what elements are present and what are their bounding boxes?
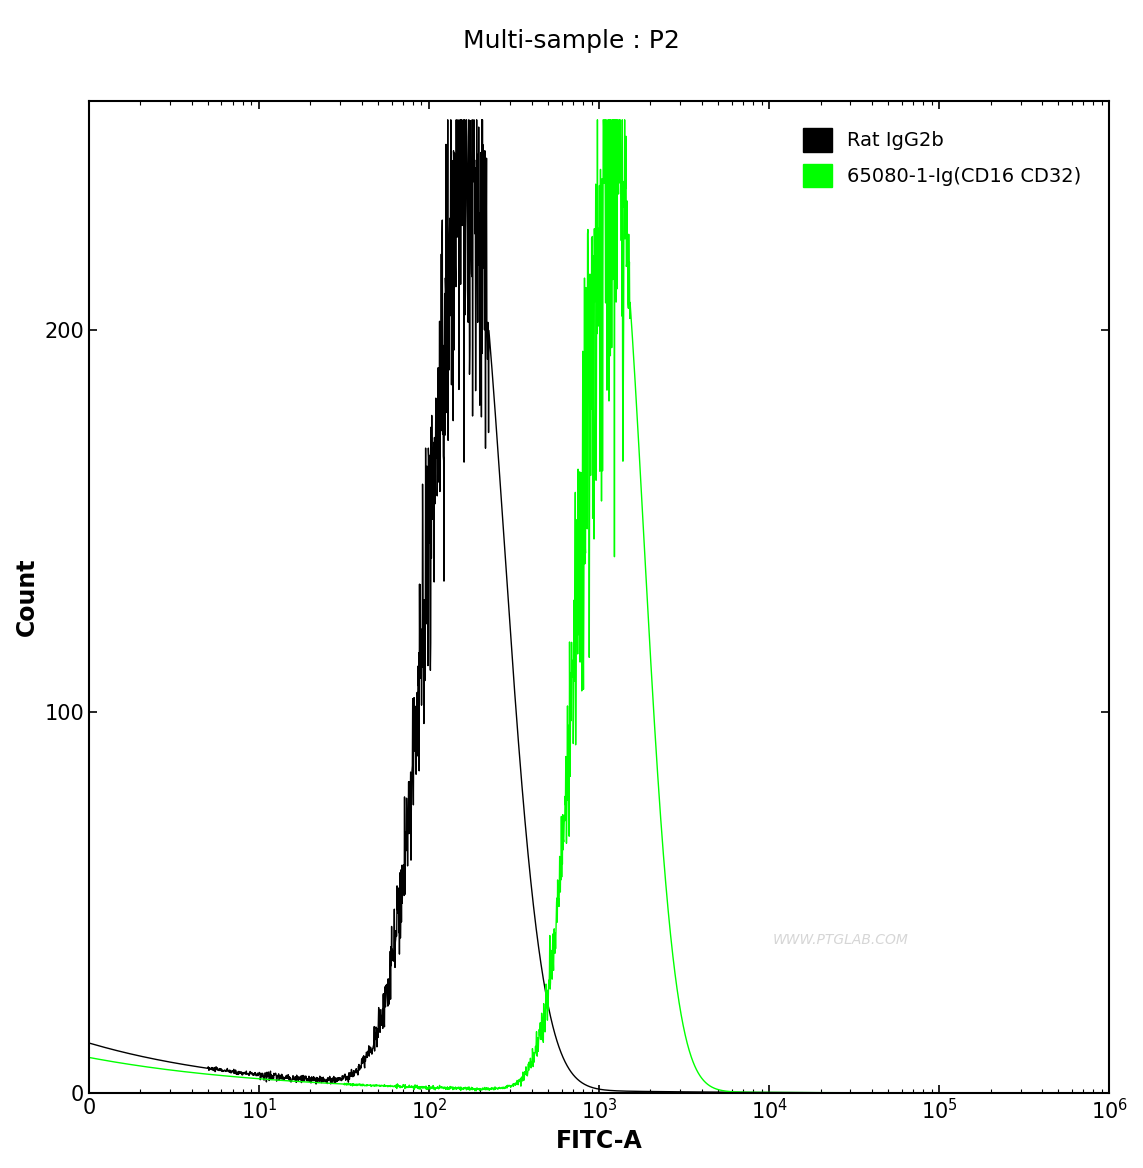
Text: WWW.PTGLAB.COM: WWW.PTGLAB.COM bbox=[773, 933, 909, 947]
Text: Multi-sample : P2: Multi-sample : P2 bbox=[463, 29, 680, 54]
X-axis label: FITC-A: FITC-A bbox=[555, 1129, 642, 1153]
Legend: Rat IgG2b, 65080-1-Ig(CD16 CD32): Rat IgG2b, 65080-1-Ig(CD16 CD32) bbox=[796, 120, 1089, 195]
Y-axis label: Count: Count bbox=[15, 558, 39, 637]
